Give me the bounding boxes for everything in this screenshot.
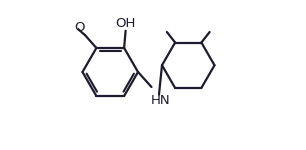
Text: O: O: [74, 21, 84, 34]
Text: HN: HN: [151, 94, 170, 107]
Text: OH: OH: [115, 16, 136, 30]
